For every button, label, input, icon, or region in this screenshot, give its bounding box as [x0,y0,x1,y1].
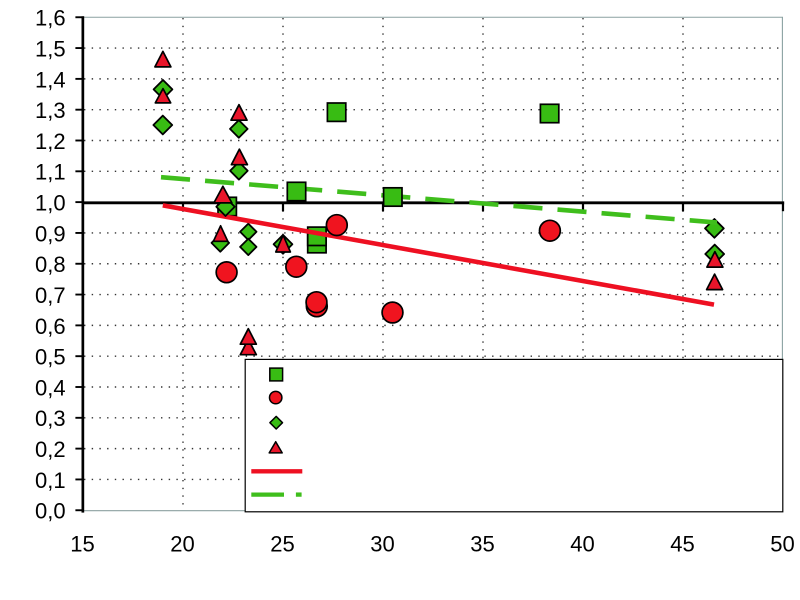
svg-text:0,8: 0,8 [35,252,66,277]
svg-text:1,6: 1,6 [35,6,66,31]
svg-text:25: 25 [270,532,294,557]
svg-text:0,0: 0,0 [35,499,66,524]
svg-text:40: 40 [570,532,594,557]
svg-text:0,4: 0,4 [35,375,66,400]
svg-text:15: 15 [70,532,94,557]
svg-text:1,4: 1,4 [35,67,66,92]
svg-text:50: 50 [770,532,794,557]
svg-text:1,2: 1,2 [35,129,66,154]
svg-text:0,7: 0,7 [35,283,66,308]
svg-text:1,3: 1,3 [35,98,66,123]
svg-text:0,5: 0,5 [35,345,66,370]
svg-text:0,6: 0,6 [35,314,66,339]
svg-text:1,0: 1,0 [35,191,66,216]
svg-text:0,3: 0,3 [35,406,66,431]
svg-text:1,5: 1,5 [35,36,66,61]
svg-text:30: 30 [370,532,394,557]
svg-text:0,1: 0,1 [35,468,66,493]
svg-text:45: 45 [670,532,694,557]
svg-text:0,9: 0,9 [35,221,66,246]
svg-text:0,2: 0,2 [35,437,66,462]
svg-text:1,1: 1,1 [35,160,66,185]
svg-text:20: 20 [170,532,194,557]
svg-text:35: 35 [470,532,494,557]
